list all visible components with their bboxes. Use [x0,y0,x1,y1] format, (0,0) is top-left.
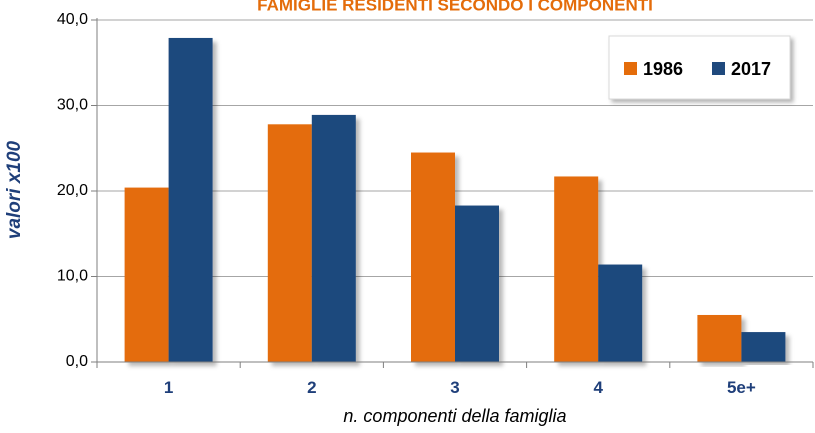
y-tick-label: 20,0 [57,182,88,199]
legend-label-1986: 1986 [643,59,683,79]
bars [124,37,786,363]
axes [91,18,814,368]
legend: 1986 2017 [608,35,791,100]
bar-1986-5e+ [697,314,742,362]
bar-2017-1 [168,37,213,363]
x-axis-title: n. componenti della famiglia [343,406,566,426]
bar-2017-4 [598,264,643,362]
x-tick-label: 3 [450,378,459,397]
y-tick-label: 0,0 [66,353,88,370]
x-tick-label: 5e+ [727,378,756,397]
bar-1986-3 [411,152,455,362]
legend-label-2017: 2017 [731,59,771,79]
y-axis-title: valori x100 [4,140,25,239]
bar-2017-5e+ [741,332,786,362]
bar-2017-2 [311,114,356,362]
bar-1986-1 [124,187,169,362]
chart-title: FAMIGLIE RESIDENTI SECONDO I COMPONENTI [257,0,653,14]
x-tick-label: 1 [164,378,173,397]
x-tick-label: 2 [307,378,316,397]
y-tick-label: 10,0 [57,268,88,285]
x-tick-label: 4 [593,378,603,397]
bar-1986-2 [267,124,312,362]
bar-1986-4 [554,176,599,362]
y-tick-label: 30,0 [57,97,88,114]
x-tick-labels: 1 2 3 4 5e+ [164,378,756,397]
legend-swatch-1986 [624,62,637,75]
y-tick-label: 40,0 [57,11,88,28]
y-tick-labels: 0,0 10,0 20,0 30,0 40,0 [57,11,88,370]
legend-box [608,35,791,100]
legend-swatch-2017 [712,62,725,75]
bar-2017-3 [455,205,499,362]
